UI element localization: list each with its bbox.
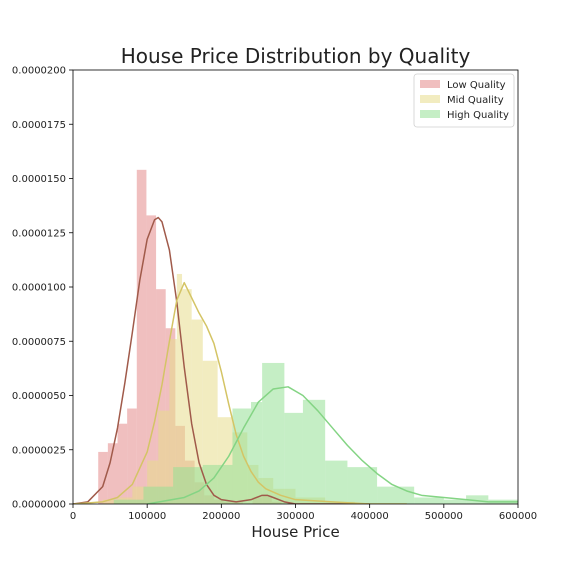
x-tick-label-6: 600000 xyxy=(499,511,537,522)
plot-area xyxy=(73,169,518,504)
legend-swatch-1 xyxy=(420,95,440,103)
y-tick-label-4: 0.0000100 xyxy=(12,283,66,294)
series-2-bar-4 xyxy=(232,408,251,504)
legend-swatch-0 xyxy=(420,80,440,88)
series-2-bar-8 xyxy=(302,399,326,504)
x-axis-label: House Price xyxy=(251,523,339,541)
series-0-bar-2 xyxy=(117,423,128,504)
series-1-bar-5 xyxy=(169,339,177,504)
chart-title: House Price Distribution by Quality xyxy=(121,44,471,68)
y-tick-label-6: 0.0000150 xyxy=(12,174,66,185)
legend-label-1: Mid Quality xyxy=(447,95,504,106)
y-tick-label-5: 0.0000125 xyxy=(12,228,66,239)
series-0-bar-6 xyxy=(156,289,166,504)
series-2-bar-12 xyxy=(414,497,444,504)
series-2-bar-14 xyxy=(466,495,489,504)
series-2-bar-5 xyxy=(251,402,263,504)
x-tick-label-5: 500000 xyxy=(425,511,463,522)
series-1-bar-8 xyxy=(191,319,203,504)
series-0-bar-3 xyxy=(127,408,137,504)
series-2-bars xyxy=(113,362,518,504)
series-2-bar-1 xyxy=(143,486,174,504)
series-2-bar-9 xyxy=(325,460,348,504)
legend: Low Quality Mid Quality High Quality xyxy=(413,73,515,128)
y-tick-label-8: 0.0000200 xyxy=(12,66,66,77)
x-tick-label-4: 400000 xyxy=(351,511,389,522)
series-0-bar-5 xyxy=(146,215,157,504)
series-2-bar-10 xyxy=(347,467,378,504)
x-tick-label-0: 0 xyxy=(70,511,76,522)
series-0-bar-4 xyxy=(136,169,147,504)
series-2-bar-6 xyxy=(262,362,285,504)
series-1-bar-7 xyxy=(182,289,192,504)
x-tick-label-2: 200000 xyxy=(202,511,240,522)
series-2-bar-11 xyxy=(377,486,415,504)
series-2-kde-line xyxy=(147,386,518,504)
series-1-bar-3 xyxy=(147,460,159,504)
y-tick-label-2: 0.0000050 xyxy=(12,391,66,402)
axes: 0 100000 200000 300000 400000 500000 600000 0.0… xyxy=(12,66,537,523)
legend-label-2: High Quality xyxy=(447,110,509,121)
y-tick-label-1: 0.0000025 xyxy=(12,445,66,456)
x-tick-label-1: 100000 xyxy=(128,511,166,522)
series-2-bar-13 xyxy=(443,499,467,504)
series-2-bar-7 xyxy=(284,412,303,504)
y-tick-label-0: 0.0000000 xyxy=(12,500,66,511)
series-1-bar-6 xyxy=(176,273,183,504)
legend-swatch-2 xyxy=(420,110,440,118)
legend-label-0: Low Quality xyxy=(447,80,506,91)
series-0-kde-line xyxy=(73,216,370,504)
series-0-bar-1 xyxy=(107,443,118,504)
series-1-kde-line xyxy=(73,281,407,504)
y-tick-label-3: 0.0000075 xyxy=(12,337,66,348)
y-tick-label-7: 0.0000175 xyxy=(12,120,66,131)
series-1-bar-0 xyxy=(102,499,118,504)
series-0-bar-0 xyxy=(98,451,108,504)
series-1-bar-4 xyxy=(158,410,170,504)
series-2-bar-0 xyxy=(113,499,144,504)
x-tick-label-3: 300000 xyxy=(276,511,314,522)
